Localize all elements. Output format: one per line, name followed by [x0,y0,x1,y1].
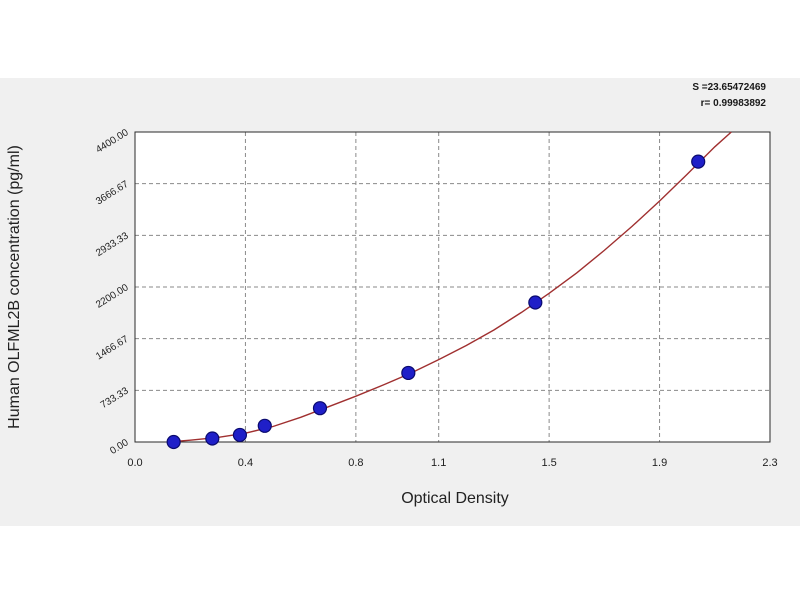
stat-r-value: r= 0.99983892 [700,98,766,109]
x-tick-label: 0.8 [348,457,363,469]
x-tick-label: 2.3 [762,457,777,469]
data-point [401,365,416,381]
y-tick-label: 3666.67 [94,179,131,208]
data-point [691,154,706,169]
data-point [232,427,248,443]
data-point [312,401,328,416]
chart-panel: 0.0 0.4 0.8 1.1 1.5 1.9 2.3 0.00 733.33 1466.67 2… [0,78,800,526]
x-tick-label: 1.1 [431,457,446,469]
data-point [528,295,543,310]
data-point [166,434,181,450]
y-tick-label: 1466.67 [94,334,131,363]
y-tick-label: 2933.33 [94,230,131,259]
y-tick-label: 0.00 [108,437,131,457]
axis-frame [134,131,771,443]
x-tick-label: 1.5 [541,457,556,469]
y-tick-label: 4400.00 [94,127,131,156]
y-tick-label: 733.33 [99,385,131,411]
x-axis-label: Optical Density [401,490,509,507]
gridlines [135,132,770,442]
axes [134,131,771,443]
y-tick-label: 2200.00 [94,282,131,311]
x-tick-labels: 0.0 0.4 0.8 1.1 1.5 1.9 2.3 [127,457,777,469]
data-point [205,431,220,446]
y-tick-labels: 0.00 733.33 1466.67 2200.00 2933.33 3666.67 44… [94,127,131,457]
x-tick-label: 1.9 [652,457,667,469]
stat-s-value: S =23.65472469 [692,82,766,93]
data-point [257,418,272,433]
x-tick-label: 0.4 [238,457,253,469]
data-points [166,154,706,450]
x-tick-label: 0.0 [127,457,142,469]
chart: 0.0 0.4 0.8 1.1 1.5 1.9 2.3 0.00 733.33 1466.67 2… [94,127,778,469]
y-axis-label: Human OLFML2B concentration (pg/ml) [6,145,23,429]
